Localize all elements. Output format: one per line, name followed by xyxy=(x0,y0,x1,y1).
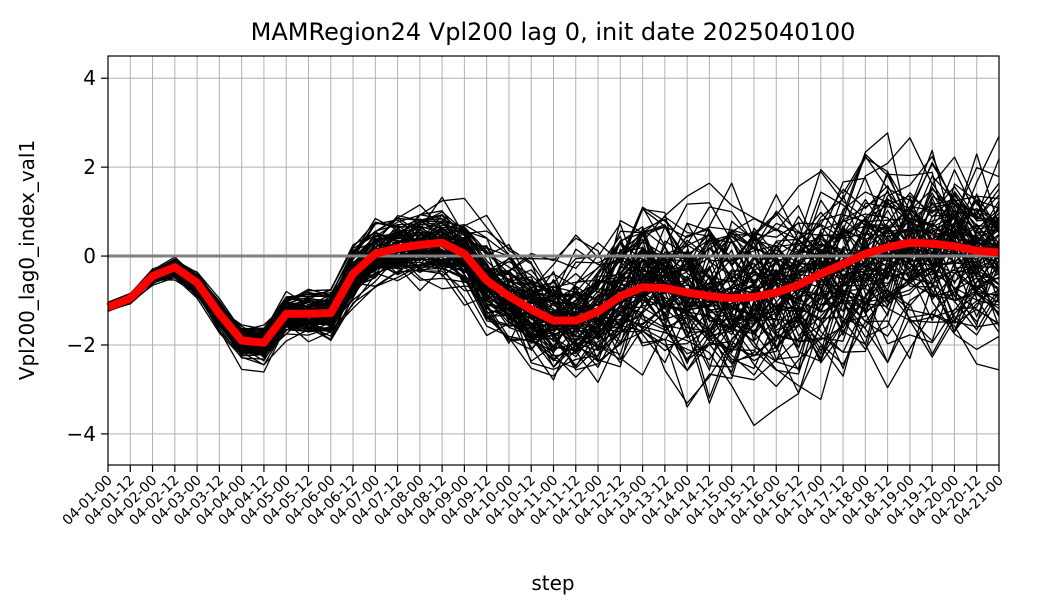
ensemble-member-line xyxy=(107,166,1000,388)
ensemble-member-line xyxy=(107,234,1000,364)
y-ticks: −4 −2 0 2 4 xyxy=(67,66,108,446)
chart-title: MAMRegion24 Vpl200 lag 0, init date 2025… xyxy=(251,18,856,46)
y-axis-label: Vpl200_lag0_index_val1 xyxy=(15,140,39,380)
ensemble-member-line xyxy=(107,193,1000,341)
ensemble-member-line xyxy=(107,182,1000,353)
x-ticks: 04-01-0004-01-1204-02-0004-02-1204-03-00… xyxy=(60,465,1007,529)
y-tick-label: −2 xyxy=(67,333,96,357)
x-axis-label: step xyxy=(531,571,574,595)
y-tick-label: 0 xyxy=(83,244,96,268)
y-tick-label: 4 xyxy=(83,66,96,90)
ensemble-member-line xyxy=(107,192,1000,362)
y-tick-label: 2 xyxy=(83,155,96,179)
ensemble-member-line xyxy=(107,242,1000,389)
ensemble-mean-line xyxy=(106,238,1000,347)
y-tick-label: −4 xyxy=(67,422,96,446)
